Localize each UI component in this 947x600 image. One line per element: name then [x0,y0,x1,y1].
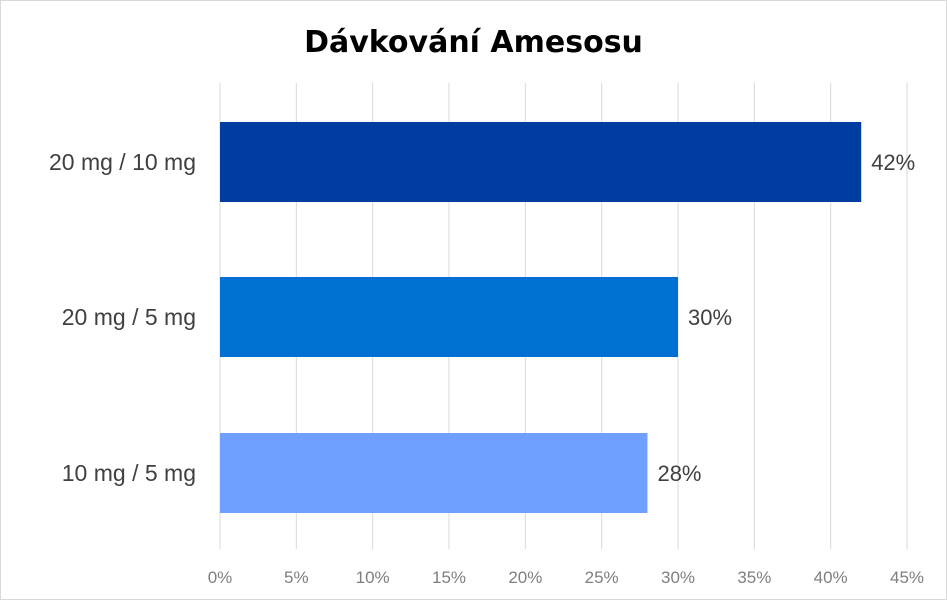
x-tick-label: 5% [284,568,309,587]
bar [220,433,648,513]
data-label: 28% [657,461,701,486]
data-label: 42% [871,150,915,175]
x-tick-label: 10% [356,568,390,587]
bar [220,122,862,202]
x-tick-label: 25% [585,568,619,587]
labels: 0% 5% 10% 15% 20% 25% 30% 35% 40% 45% 20 mg / 10 m… [49,149,924,587]
category-label: 20 mg / 10 mg [49,149,196,175]
x-tick-label: 40% [814,568,848,587]
x-tick-label: 20% [508,568,542,587]
bar [220,277,678,357]
x-tick-label: 0% [208,568,233,587]
category-label: 10 mg / 5 mg [62,460,196,486]
bars [220,122,862,513]
x-tick-label: 35% [737,568,771,587]
chart-title: Dávkování Amesosu [304,25,643,60]
x-tick-label: 30% [661,568,695,587]
category-label: 20 mg / 5 mg [62,304,196,330]
x-tick-label: 45% [890,568,924,587]
x-tick-label: 15% [432,568,466,587]
data-label: 30% [688,305,732,330]
